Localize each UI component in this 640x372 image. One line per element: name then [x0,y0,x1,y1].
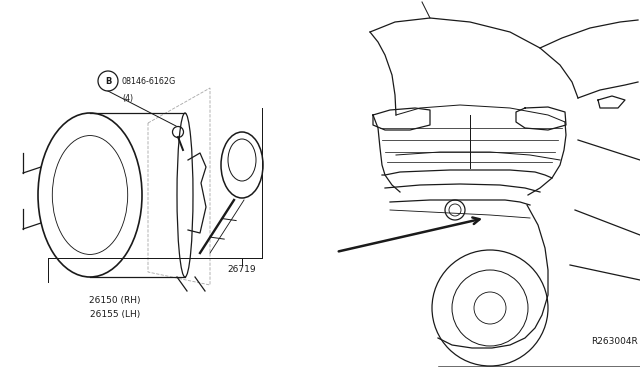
Text: 26719: 26719 [228,266,256,275]
Text: (4): (4) [122,93,133,103]
Text: R263004R: R263004R [591,337,638,346]
Text: 08146-6162G: 08146-6162G [122,77,176,86]
Text: 26155 (LH): 26155 (LH) [90,311,140,320]
Text: B: B [105,77,111,86]
Text: 26150 (RH): 26150 (RH) [89,295,141,305]
